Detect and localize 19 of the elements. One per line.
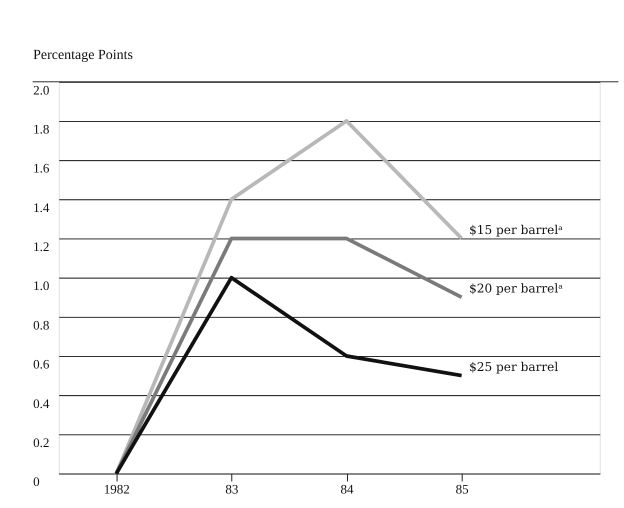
x-tick-label: 85 xyxy=(456,482,470,497)
x-tick-label: 1982 xyxy=(104,482,130,497)
y-tick-label: 1.6 xyxy=(33,160,50,176)
y-tick-label: 0.6 xyxy=(33,356,50,372)
x-tick-label: 83 xyxy=(225,482,239,497)
y-axis-title: Percentage Points xyxy=(33,48,133,63)
y-tick-label: 1.0 xyxy=(33,278,50,294)
y-tick-label: 1.4 xyxy=(33,200,50,215)
y-tick-label: 0.2 xyxy=(33,434,50,450)
y-tick-label: 1.2 xyxy=(33,239,50,254)
y-tick-label: 2.0 xyxy=(33,82,50,98)
x-tick-label: 84 xyxy=(340,482,354,497)
y-tick-label: 0.8 xyxy=(33,317,50,332)
y-tick-label: 0.4 xyxy=(33,396,50,411)
series-label: $20 per barrelᵃ xyxy=(469,282,564,296)
series-label: $15 per barrelᵃ xyxy=(469,222,564,237)
series-label: $25 per barrel xyxy=(469,360,558,374)
y-tick-label: 0 xyxy=(33,474,40,490)
y-tick-label: 1.8 xyxy=(33,122,50,137)
